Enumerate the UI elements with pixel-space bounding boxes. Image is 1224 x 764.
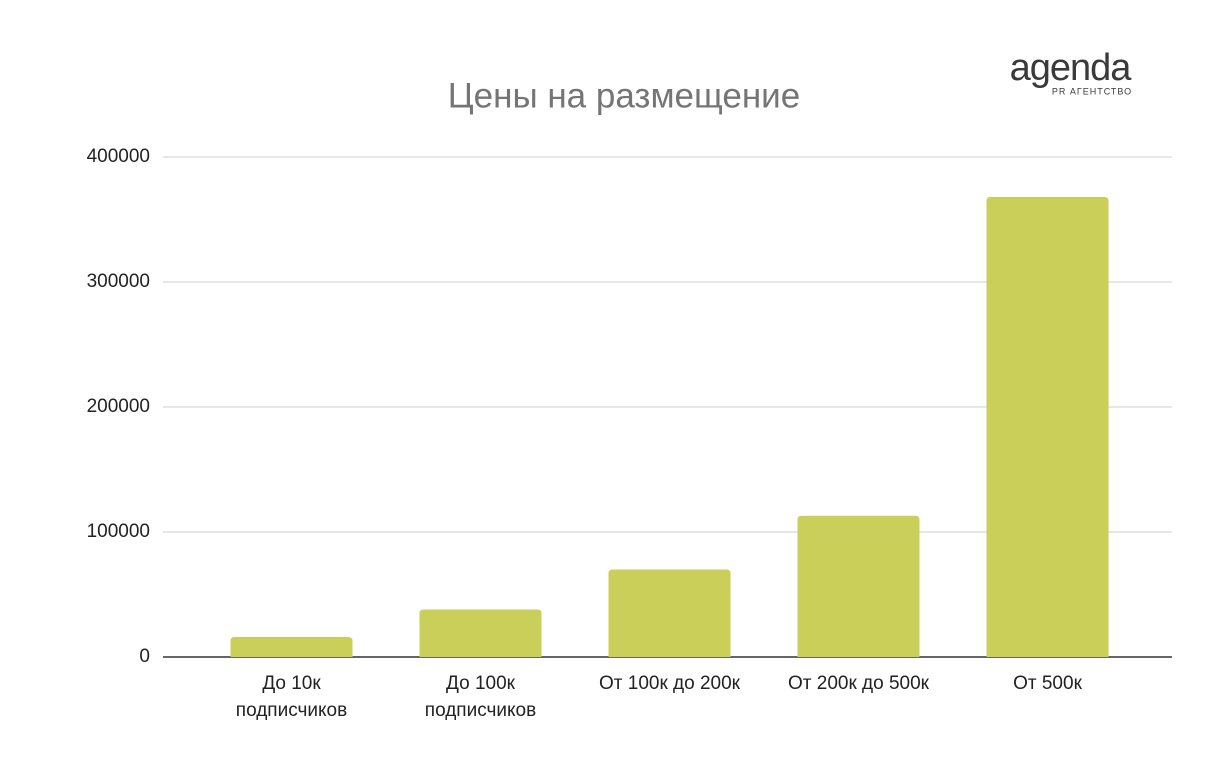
x-tick-label: От 500к xyxy=(1013,673,1082,694)
x-tick-label: От 200к до 500к xyxy=(788,673,930,694)
chart-title: Цены на размещение xyxy=(448,76,800,115)
x-tick-label: От 100к до 200к xyxy=(599,673,741,694)
y-tick-label: 400000 xyxy=(87,146,150,167)
x-tick-label: До 10к подписчиков xyxy=(236,673,347,721)
logo: agenda xyxy=(1010,47,1133,89)
y-tick-label: 300000 xyxy=(87,271,150,292)
x-tick-label: До 100к подписчиков xyxy=(425,673,536,721)
bar xyxy=(230,637,353,657)
bar xyxy=(608,569,731,657)
y-tick-label: 0 xyxy=(139,646,150,667)
bar xyxy=(419,609,542,657)
bar xyxy=(797,515,920,657)
bar xyxy=(986,197,1109,657)
y-tick-label: 200000 xyxy=(87,396,150,417)
logo-subtitle: PR АГЕНТСТВО xyxy=(1052,86,1132,96)
y-tick-label: 100000 xyxy=(87,521,150,542)
